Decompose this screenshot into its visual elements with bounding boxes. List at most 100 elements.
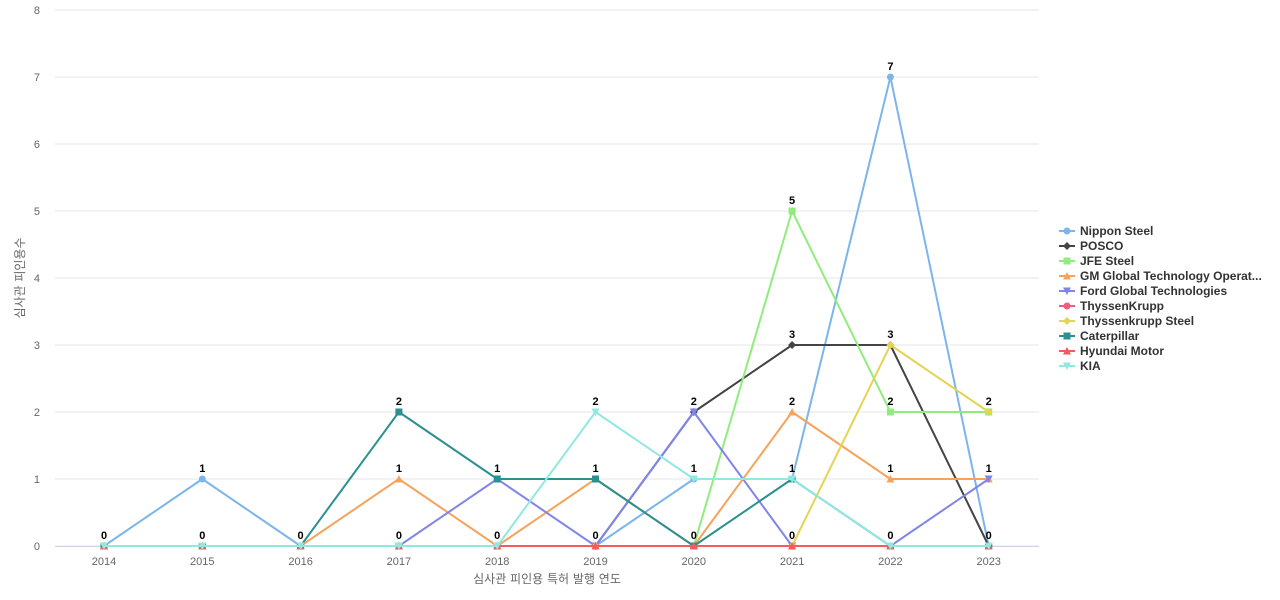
legend-label: Nippon Steel — [1080, 224, 1153, 238]
data-label: 3 — [887, 329, 893, 341]
legend-marker[interactable] — [1063, 257, 1071, 265]
legend-marker[interactable] — [1063, 287, 1071, 296]
data-point[interactable] — [689, 542, 698, 550]
data-point[interactable] — [493, 542, 502, 551]
legend-label: Caterpillar — [1080, 329, 1140, 343]
data-point[interactable] — [788, 207, 796, 215]
legend-label: ThyssenKrupp — [1080, 299, 1164, 313]
data-point[interactable] — [788, 475, 797, 484]
legend-item[interactable]: Ford Global Technologies — [1059, 284, 1227, 298]
data-point[interactable] — [788, 408, 797, 416]
data-label: 1 — [494, 463, 500, 475]
legend-marker[interactable] — [1063, 242, 1071, 250]
data-point[interactable] — [100, 542, 108, 551]
x-tick-label: 2019 — [583, 556, 607, 568]
legend-item[interactable]: ThyssenKrupp — [1059, 299, 1164, 313]
legend-marker[interactable] — [1063, 227, 1071, 235]
data-label: 1 — [691, 463, 697, 475]
data-point[interactable] — [198, 475, 206, 483]
data-label: 1 — [592, 463, 598, 475]
data-point[interactable] — [394, 475, 403, 483]
data-point[interactable] — [886, 341, 895, 349]
data-point[interactable] — [886, 542, 895, 551]
series-line — [103, 76, 990, 547]
legend-marker[interactable] — [1063, 362, 1071, 371]
legend-label: KIA — [1080, 359, 1101, 373]
x-tick-label: 2022 — [878, 556, 902, 568]
data-point[interactable] — [493, 475, 501, 483]
series-kia — [100, 408, 993, 551]
legend-marker[interactable] — [1063, 272, 1071, 280]
x-tick-label: 2014 — [92, 556, 116, 568]
x-tick-label: 2015 — [190, 556, 214, 568]
data-point[interactable] — [689, 475, 698, 484]
data-point[interactable] — [984, 542, 993, 551]
data-point[interactable] — [591, 542, 600, 550]
legend-item[interactable]: GM Global Technology Operat... — [1059, 269, 1262, 283]
legend-item[interactable]: Nippon Steel — [1059, 224, 1153, 238]
y-tick-label: 5 — [34, 206, 40, 218]
data-point[interactable] — [984, 475, 993, 484]
data-point[interactable] — [788, 542, 797, 550]
y-tick-label: 4 — [34, 273, 40, 285]
data-label: 0 — [101, 530, 107, 542]
series-lines — [100, 73, 993, 551]
data-point[interactable] — [591, 408, 600, 417]
data-label: 3 — [789, 329, 795, 341]
data-point[interactable] — [788, 341, 797, 349]
legend-marker[interactable] — [1063, 317, 1071, 325]
data-point[interactable] — [886, 475, 895, 483]
x-axis-title: 심사관 피인용 특허 발행 연도 — [473, 571, 621, 586]
data-point[interactable] — [886, 408, 894, 416]
data-label: 0 — [887, 530, 893, 542]
data-label: 7 — [887, 61, 893, 73]
y-tick-label: 2 — [34, 407, 40, 419]
series-line — [104, 344, 990, 547]
data-label: 0 — [494, 530, 500, 542]
data-point[interactable] — [689, 408, 698, 417]
data-point[interactable] — [592, 475, 599, 483]
legend-marker[interactable] — [1063, 347, 1071, 355]
data-point[interactable] — [395, 408, 403, 416]
legend-item[interactable]: Caterpillar — [1059, 329, 1140, 343]
legend-item[interactable]: Thyssenkrupp Steel — [1059, 314, 1194, 328]
series-line — [104, 411, 989, 547]
legend-label: Ford Global Technologies — [1080, 284, 1227, 298]
y-axis-title: 심사관 피인용수 — [13, 237, 27, 318]
data-label: 0 — [592, 530, 598, 542]
data-point[interactable] — [886, 73, 894, 81]
series-posco — [100, 341, 993, 550]
data-label: 2 — [691, 396, 697, 408]
data-labels: 0 1 0 0 2 1 0 1 0 2 1 0 2 1 0 5 3 2 1 0 7 3 2 1 0 2 1 0 — [101, 61, 992, 542]
y-tick-label: 0 — [34, 541, 40, 553]
data-point[interactable] — [296, 542, 305, 551]
data-label: 0 — [396, 530, 402, 542]
data-point[interactable] — [394, 542, 403, 551]
legend-marker[interactable] — [1063, 302, 1071, 310]
x-tick-label: 2018 — [485, 556, 509, 568]
series-line — [104, 344, 990, 547]
legend-marker[interactable] — [1063, 332, 1071, 340]
data-label: 2 — [887, 396, 893, 408]
series-thyssenkrupp-steel — [100, 341, 993, 550]
x-tick-label: 2016 — [288, 556, 312, 568]
legend-item[interactable]: POSCO — [1059, 239, 1123, 253]
data-point[interactable] — [984, 408, 993, 416]
y-tick-label: 7 — [34, 72, 40, 84]
data-label: 0 — [986, 530, 992, 542]
legend-item[interactable]: Hyundai Motor — [1059, 344, 1164, 358]
data-label: 1 — [789, 463, 795, 475]
series-jfe-steel — [100, 207, 993, 550]
data-label: 2 — [592, 396, 598, 408]
data-point[interactable] — [198, 542, 207, 551]
x-tick-label: 2020 — [682, 556, 706, 568]
legend-label: GM Global Technology Operat... — [1080, 269, 1262, 283]
legend-label: Thyssenkrupp Steel — [1080, 314, 1194, 328]
legend-item[interactable]: KIA — [1059, 359, 1101, 373]
data-label: 0 — [298, 530, 304, 542]
legend-item[interactable]: JFE Steel — [1059, 254, 1134, 268]
legend-label: POSCO — [1080, 239, 1123, 253]
